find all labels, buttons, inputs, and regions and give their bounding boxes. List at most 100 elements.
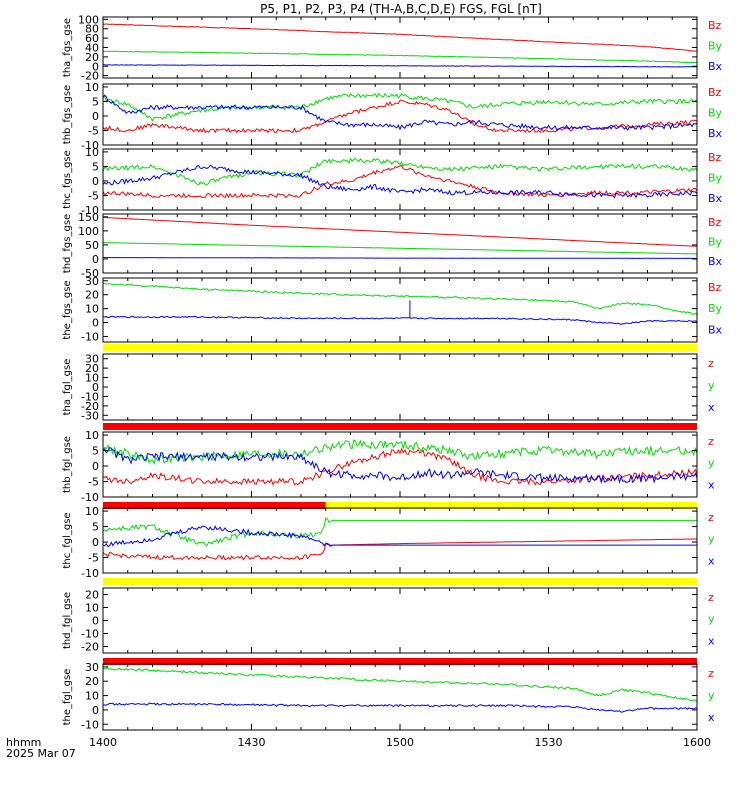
y-tick-label: -10 xyxy=(81,491,99,504)
y-tick-label: 5 xyxy=(92,521,99,534)
series-line-by xyxy=(103,157,697,186)
y-tick-label: 30 xyxy=(85,353,99,366)
legend-label-bz: Bz xyxy=(708,19,722,32)
y-tick-label: 150 xyxy=(78,211,99,224)
panel-frame xyxy=(102,277,698,343)
panel-8: -10 -5 0 5 10 thc_fgl_gse zyx xyxy=(62,505,715,585)
series-line-bx xyxy=(103,315,697,325)
y-tick-label: 0 xyxy=(92,253,99,266)
series-line-z xyxy=(103,538,697,561)
y-tick-label: -5 xyxy=(88,124,99,137)
x-tick-label: 1600 xyxy=(683,736,711,749)
y-tick-label: 50 xyxy=(85,239,99,252)
panel-ylabel: the_fgs_gse xyxy=(62,280,73,339)
series-line-bz xyxy=(103,23,697,52)
legend-label-bx: Bx xyxy=(708,323,723,336)
panel-series-group xyxy=(103,157,697,199)
y-tick-label: 0 xyxy=(92,110,99,123)
legend-label-x: x xyxy=(708,711,715,724)
y-tick-label: -10 xyxy=(81,390,99,403)
y-tick-label: -30 xyxy=(81,409,99,422)
y-tick-label: -10 xyxy=(81,204,99,217)
series-line-x xyxy=(103,446,697,485)
y-tick-label: 20 xyxy=(85,362,99,375)
panel-frame xyxy=(102,148,698,211)
legend-label-bx: Bx xyxy=(708,60,723,73)
y-tick-label: -5 xyxy=(88,189,99,202)
x-tick-label: 1530 xyxy=(535,736,563,749)
y-tick-label: -5 xyxy=(88,476,99,489)
y-tick-label: -20 xyxy=(81,641,99,654)
panel-series-group xyxy=(103,216,697,259)
y-tick-label: -10 xyxy=(81,567,99,580)
status-bar-segment xyxy=(325,502,697,509)
panel-7: -10 -5 0 5 10 thb_fgl_gse zyx xyxy=(62,429,715,509)
time-label: hhmm xyxy=(6,736,41,749)
legend-label-bx: Bx xyxy=(708,255,723,268)
panel-frame xyxy=(102,353,698,421)
legend-label-x: x xyxy=(708,401,715,414)
y-tick-label: 10 xyxy=(85,372,99,385)
y-tick-label: 0 xyxy=(92,615,99,628)
y-tick-label: 20 xyxy=(85,675,99,688)
panel-ylabel: the_fgl_gse xyxy=(62,669,73,726)
panel-series-group xyxy=(103,439,697,486)
y-tick-label: 10 xyxy=(85,690,99,703)
panel-ylabel: thb_fgl_gse xyxy=(62,436,73,493)
panel-frame xyxy=(102,16,698,79)
series-line-bx xyxy=(103,256,697,259)
y-tick-label: 30 xyxy=(85,275,99,288)
series-line-by xyxy=(103,50,697,64)
series-line-by xyxy=(103,242,697,255)
series-line-x xyxy=(103,525,697,548)
legend-label-bx: Bx xyxy=(708,192,723,205)
y-tick-label: 10 xyxy=(85,602,99,615)
legend-label-z: z xyxy=(708,667,714,680)
status-bar-segment xyxy=(103,658,697,665)
legend-label-x: x xyxy=(708,554,715,567)
legend-label-y: y xyxy=(708,689,715,702)
y-tick-label: 30 xyxy=(85,661,99,674)
figure-title: P5, P1, P2, P3, P4 (TH-A,B,C,D,E) FGS, F… xyxy=(260,2,542,16)
panel-frame xyxy=(102,213,698,274)
legend-label-y: y xyxy=(708,379,715,392)
legend-label-x: x xyxy=(708,478,715,491)
y-tick-label: 100 xyxy=(78,13,99,26)
legend-label-y: y xyxy=(708,613,715,626)
legend-label-by: By xyxy=(708,302,723,315)
panel-frame xyxy=(102,587,698,654)
y-tick-label: 10 xyxy=(85,429,99,442)
series-line-y xyxy=(103,439,697,466)
legend-label-by: By xyxy=(708,235,723,248)
legend-label-z: z xyxy=(708,591,714,604)
y-tick-label: 0 xyxy=(92,704,99,717)
y-tick-label: 20 xyxy=(85,51,99,64)
panel-frame xyxy=(102,83,698,146)
series-line-bx xyxy=(103,94,697,131)
y-tick-label: -10 xyxy=(81,718,99,731)
y-tick-label: 80 xyxy=(85,23,99,36)
panel-frame xyxy=(102,431,698,498)
y-tick-label: 0 xyxy=(92,460,99,473)
y-tick-label: 0 xyxy=(92,536,99,549)
y-tick-label: -5 xyxy=(88,552,99,565)
y-tick-label: 0 xyxy=(92,317,99,330)
series-line-by xyxy=(103,92,697,122)
panel-series-group xyxy=(103,666,697,713)
y-tick-label: 10 xyxy=(85,303,99,316)
panel-series-group xyxy=(103,517,697,561)
legend-label-z: z xyxy=(708,511,714,524)
panel-ylabel: thc_fgs_gse xyxy=(62,150,73,209)
legend-label-x: x xyxy=(708,634,715,647)
series-line-by xyxy=(103,282,697,316)
status-bar-segment xyxy=(103,502,326,509)
legend-label-bz: Bz xyxy=(708,281,722,294)
legend-label-by: By xyxy=(708,40,723,53)
